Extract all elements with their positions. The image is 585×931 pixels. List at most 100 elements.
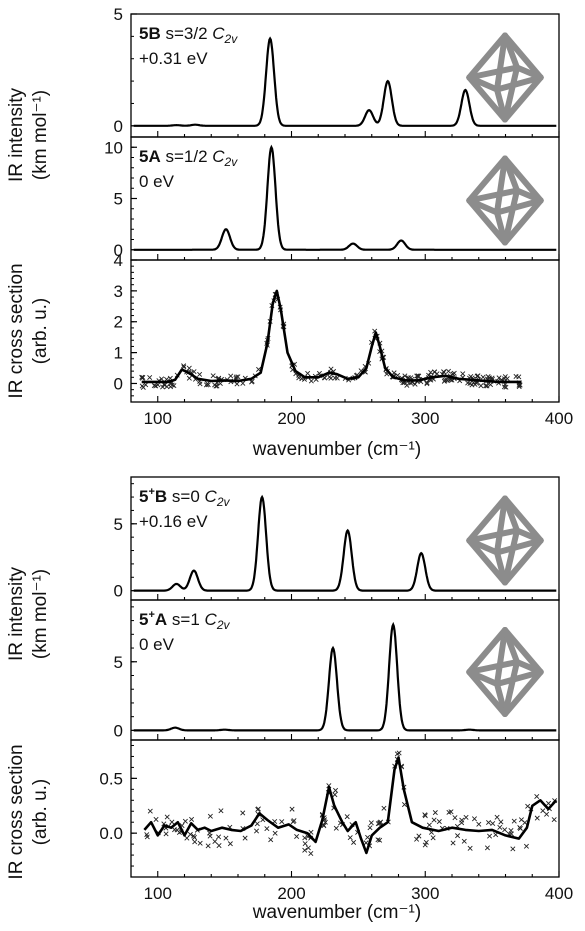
data-marker — [459, 817, 465, 823]
data-marker — [445, 368, 451, 374]
cluster-edge — [502, 495, 544, 544]
data-marker — [455, 833, 461, 839]
plot-frame — [130, 739, 560, 878]
ylabel-intensity-bottom-1: IR intensity — [6, 567, 27, 661]
data-marker — [326, 374, 333, 380]
data-marker — [426, 822, 432, 828]
y-tick-label: 0 — [114, 117, 123, 136]
data-marker — [525, 803, 531, 809]
energy-label: +0.16 eV — [139, 512, 208, 531]
data-marker — [217, 380, 223, 387]
cluster-edge — [466, 669, 508, 717]
data-marker — [523, 843, 529, 849]
data-marker — [308, 850, 314, 857]
data-marker — [322, 819, 328, 825]
data-marker — [402, 373, 408, 379]
cluster-edge — [502, 537, 544, 586]
cluster-edge — [514, 527, 544, 544]
data-marker — [186, 365, 192, 371]
data-marker — [227, 841, 233, 847]
data-marker — [218, 808, 224, 814]
data-marker — [483, 383, 489, 389]
cluster-edge — [494, 32, 508, 93]
data-marker — [197, 381, 203, 387]
cluster-edge — [514, 659, 544, 675]
cluster-edge — [466, 74, 508, 123]
data-marker — [487, 833, 493, 839]
cluster-edge — [502, 495, 520, 534]
data-marker — [223, 835, 229, 841]
y-tick-label: 0 — [114, 582, 123, 601]
cluster-edge — [494, 537, 544, 556]
data-marker — [497, 824, 503, 830]
cluster-edge — [502, 74, 544, 123]
data-marker — [139, 383, 145, 389]
data-marker — [268, 837, 274, 843]
cluster-edge — [494, 495, 508, 556]
data-marker — [396, 750, 402, 756]
data-marker — [511, 818, 517, 824]
x-tick-label: 100 — [144, 884, 172, 903]
cluster-edge — [502, 187, 520, 246]
spectrum-line — [133, 621, 557, 732]
data-marker — [139, 375, 145, 381]
panel-5A: 0 5 10 5A s=1/2 C2v 0 eV — [104, 136, 560, 261]
data-marker — [191, 833, 197, 839]
x-tick-label: 400 — [545, 884, 573, 903]
xlabel-bottom: wavenumber (cm⁻¹) — [252, 902, 421, 923]
cluster-edge — [502, 669, 544, 717]
ylabel-cross-bottom-1: IR cross section — [6, 744, 27, 879]
data-marker — [375, 837, 381, 843]
data-marker — [377, 837, 383, 843]
data-marker — [302, 847, 308, 853]
data-marker — [463, 814, 469, 820]
isomer-label: 5+A s=1 C2v — [139, 609, 230, 632]
data-marker — [216, 843, 222, 849]
cluster-edge — [502, 627, 544, 675]
data-marker — [213, 383, 219, 389]
data-marker — [460, 371, 466, 377]
data-marker — [510, 846, 516, 852]
data-marker — [430, 835, 436, 841]
data-marker — [321, 823, 327, 829]
cluster-edge — [514, 64, 544, 81]
data-marker — [513, 373, 519, 379]
x-tick-label: 100 — [144, 409, 172, 428]
x-tick-label: 400 — [545, 409, 573, 428]
data-marker — [174, 827, 180, 833]
data-marker — [431, 817, 437, 823]
data-marker — [289, 806, 295, 812]
energy-label: +0.31 eV — [139, 49, 208, 68]
data-marker — [467, 845, 473, 851]
data-marker — [551, 817, 557, 823]
cluster-edge — [466, 32, 508, 81]
data-marker — [164, 384, 170, 390]
data-marker — [534, 794, 540, 800]
data-marker — [347, 835, 353, 841]
cluster-edge — [494, 155, 508, 216]
data-marker — [367, 825, 373, 831]
data-marker — [422, 842, 428, 848]
data-marker — [302, 841, 308, 847]
data-marker — [242, 835, 248, 841]
isomer-label: 5+B s=0 C2v — [139, 486, 230, 509]
data-marker — [279, 819, 285, 825]
spectrum-line — [133, 36, 557, 127]
data-marker — [163, 831, 169, 837]
y-tick-label: 0.0 — [99, 824, 123, 843]
fit-line — [143, 756, 558, 855]
data-marker — [210, 373, 216, 379]
data-marker — [272, 830, 278, 836]
data-marker — [414, 373, 420, 379]
panel-5p-exp: 0.0 0.5 100 200 300 400 — [99, 739, 573, 903]
panel-5pB: 0 5 5+B s=0 C2v +0.16 eV — [114, 476, 560, 601]
cluster-structure-icon — [466, 627, 544, 717]
data-marker — [240, 380, 246, 386]
data-marker — [214, 383, 220, 389]
data-marker — [416, 833, 422, 839]
y-tick-label: 1 — [114, 344, 123, 363]
data-marker — [164, 814, 170, 820]
cluster-structure-icon — [466, 155, 544, 246]
data-marker — [302, 835, 308, 841]
data-marker — [160, 384, 166, 390]
